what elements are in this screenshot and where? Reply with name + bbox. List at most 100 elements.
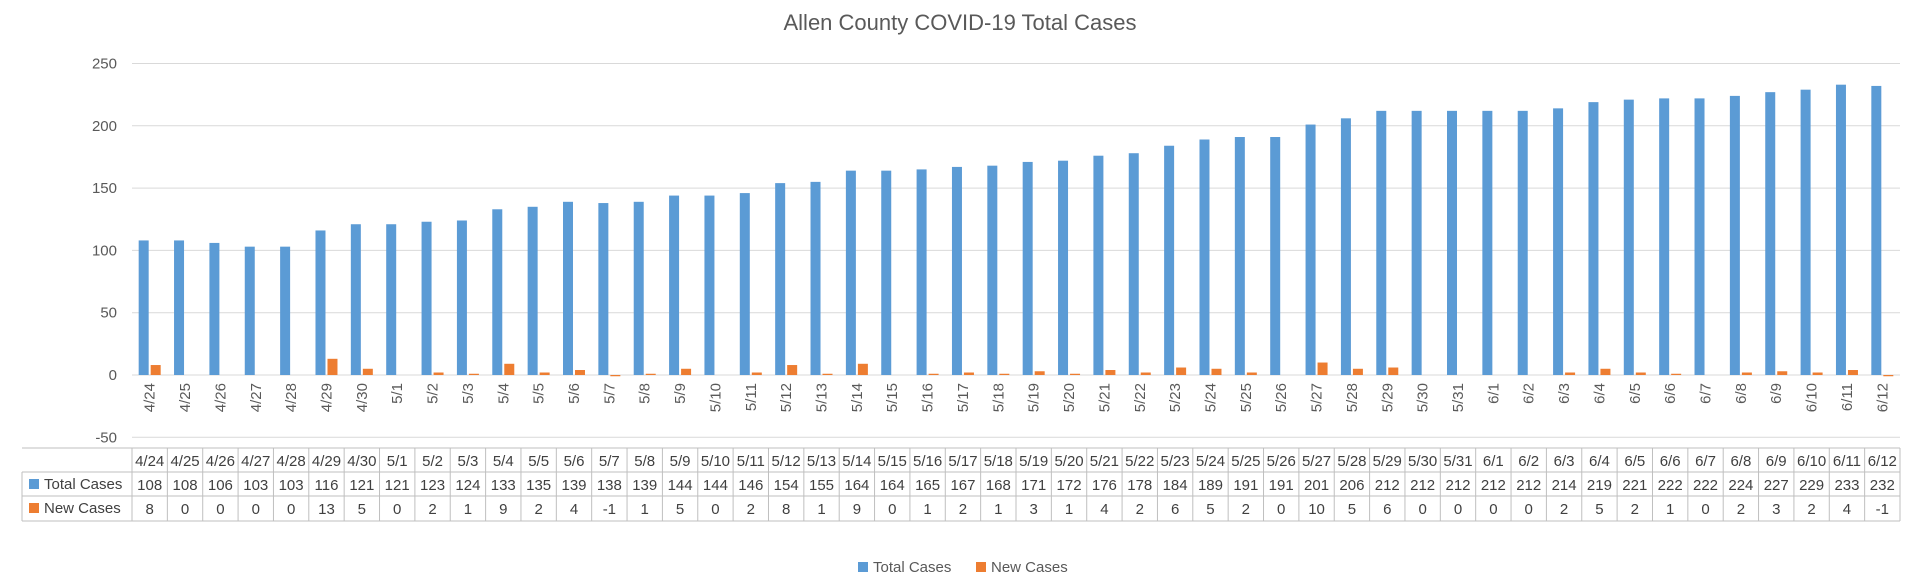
x-tick-label: 5/17 xyxy=(955,383,972,412)
y-tick-label: 150 xyxy=(92,180,117,197)
x-tick-label: 6/10 xyxy=(1804,383,1821,412)
table-value-cell: 116 xyxy=(315,477,339,494)
new-cases-bar-6-12 xyxy=(1883,375,1894,377)
table-header-cell: 5/11 xyxy=(737,453,765,470)
total-cases-bar-5-19 xyxy=(1022,161,1033,375)
table-value-cell: 0 xyxy=(393,501,401,518)
table-value-cell: 201 xyxy=(1304,477,1329,494)
total-cases-bar-6-2 xyxy=(1517,110,1528,376)
x-tick-label: 5/12 xyxy=(778,383,795,412)
table-value-cell: -1 xyxy=(603,501,616,518)
total-cases-bar-5-3 xyxy=(456,220,467,375)
table-value-cell: 227 xyxy=(1764,477,1789,494)
total-cases-bar-5-9 xyxy=(669,195,680,375)
table-value-cell: 1 xyxy=(817,501,825,518)
table-value-cell: 189 xyxy=(1198,477,1223,494)
total-cases-bar-5-6 xyxy=(563,201,573,375)
x-tick-label: 5/9 xyxy=(672,383,689,404)
table-value-cell: 2 xyxy=(747,501,755,518)
table-header-cell: 6/3 xyxy=(1554,453,1575,470)
table-value-cell: 164 xyxy=(880,477,905,494)
table-value-cell: 108 xyxy=(173,477,198,494)
table-header-cell: 5/21 xyxy=(1090,453,1119,470)
total-cases-bar-5-21 xyxy=(1093,155,1104,375)
new-cases-bar-6-8 xyxy=(1741,372,1752,375)
table-header-cell: 5/7 xyxy=(599,453,620,470)
gridlines xyxy=(132,63,1900,438)
table-value-cell: 146 xyxy=(738,477,763,494)
x-tick-label: 5/2 xyxy=(425,383,442,404)
x-tick-label: 4/26 xyxy=(212,383,229,412)
total-cases-bar-5-29 xyxy=(1376,110,1387,376)
total-cases-bar-6-3 xyxy=(1553,108,1564,375)
table-value-cell: 135 xyxy=(526,477,551,494)
total-cases-bar-4-28 xyxy=(280,246,291,375)
total-cases-bar-5-18 xyxy=(987,165,998,375)
total-cases-bar-5-22 xyxy=(1128,153,1139,375)
table-value-cell: 184 xyxy=(1163,477,1188,494)
table-header-cell: 5/13 xyxy=(807,453,836,470)
table-header-cell: 6/4 xyxy=(1589,453,1610,470)
new-cases-bar-5-28 xyxy=(1352,368,1363,375)
new-cases-bar-5-20 xyxy=(1070,373,1081,375)
table-value-cell: 191 xyxy=(1233,477,1258,494)
new-cases-bar-5-29 xyxy=(1388,367,1399,375)
total-cases-bar-6-1 xyxy=(1482,110,1493,376)
table-value-cell: 8 xyxy=(146,501,154,518)
table-value-cell: 233 xyxy=(1834,477,1859,494)
table-value-cell: 2 xyxy=(534,501,542,518)
total-cases-bar-5-1 xyxy=(386,224,397,375)
table-value-cell: 121 xyxy=(349,477,374,494)
x-tick-label: 5/31 xyxy=(1450,383,1467,412)
table-value-cell: 1 xyxy=(923,501,931,518)
y-tick-label: 250 xyxy=(92,56,117,73)
table-value-cell: 212 xyxy=(1410,477,1435,494)
table-header-cell: 4/30 xyxy=(347,453,376,470)
x-tick-label: 5/26 xyxy=(1273,383,1290,412)
total-cases-bar-5-7 xyxy=(598,203,609,375)
total-cases-bar-4-24 xyxy=(138,240,149,375)
table-value-cell: 212 xyxy=(1481,477,1506,494)
bars xyxy=(138,84,1894,377)
table-value-cell: 167 xyxy=(950,477,975,494)
table-value-cell: 171 xyxy=(1021,477,1046,494)
total-cases-bar-5-23 xyxy=(1164,145,1175,375)
total-cases-bar-4-29 xyxy=(315,230,326,375)
table-header-cell: 5/1 xyxy=(387,453,408,470)
total-cases-bar-6-9 xyxy=(1765,92,1776,376)
table-value-cell: 212 xyxy=(1445,477,1470,494)
table-value-cell: 164 xyxy=(844,477,869,494)
x-tick-label: 6/7 xyxy=(1698,383,1715,404)
table-value-cell: 106 xyxy=(208,477,233,494)
table-value-cell: 9 xyxy=(499,501,507,518)
total-cases-bar-5-10 xyxy=(704,195,715,375)
legend-swatch xyxy=(858,562,868,572)
x-tick-label: 5/1 xyxy=(389,383,406,404)
x-tick-label: 4/28 xyxy=(283,383,300,412)
table-value-cell: 176 xyxy=(1092,477,1117,494)
total-cases-bar-6-12 xyxy=(1871,85,1882,375)
table-value-cell: 3 xyxy=(1772,501,1780,518)
x-tick-label: 6/4 xyxy=(1591,383,1608,404)
total-cases-bar-5-30 xyxy=(1411,110,1422,376)
table-header-cell: 5/18 xyxy=(984,453,1013,470)
new-cases-bar-5-13 xyxy=(822,373,833,375)
x-tick-label: 5/13 xyxy=(814,383,831,412)
new-cases-bar-4-24 xyxy=(150,365,161,375)
total-cases-bar-5-14 xyxy=(845,170,856,375)
table-value-cell: 0 xyxy=(216,501,224,518)
total-cases-bar-5-2 xyxy=(421,221,432,375)
table-header-cell: 6/8 xyxy=(1730,453,1751,470)
table-value-cell: 144 xyxy=(703,477,728,494)
table-value-cell: 123 xyxy=(420,477,445,494)
y-axis-ticks: -50 0 50 100 150 200 250 xyxy=(92,56,117,447)
table-header-cell: 6/10 xyxy=(1797,453,1826,470)
table-value-cell: 144 xyxy=(668,477,693,494)
x-tick-label: 4/30 xyxy=(354,383,371,412)
table-value-cell: 8 xyxy=(782,501,790,518)
table-header-cell: 5/19 xyxy=(1019,453,1048,470)
table-header-cell: 5/30 xyxy=(1408,453,1437,470)
y-tick-label: 200 xyxy=(92,118,117,135)
x-tick-label: 4/27 xyxy=(248,383,265,412)
